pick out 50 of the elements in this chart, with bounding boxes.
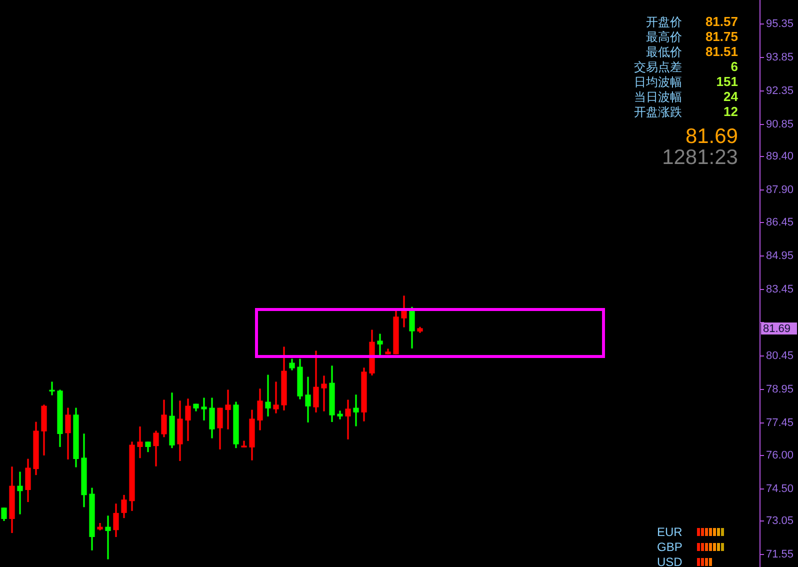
y-tick-label: 83.45 — [766, 283, 794, 296]
candlestick — [353, 394, 359, 426]
annotation: 24 — [724, 88, 738, 104]
annotation: 日均波幅 — [634, 74, 682, 88]
candlestick — [225, 390, 231, 430]
candlestick — [345, 400, 351, 440]
candlestick — [273, 382, 279, 414]
annotation: 12 — [724, 104, 738, 118]
candlestick — [137, 426, 143, 458]
candlestick — [377, 334, 383, 356]
y-tick-label: 84.95 — [766, 250, 794, 262]
annotation: 81.51 — [705, 44, 738, 58]
y-tick-label: 76.00 — [766, 449, 794, 462]
y-tick-label: 78.95 — [766, 384, 794, 396]
annotation: 开盘价 — [646, 14, 682, 28]
y-tick-label: 86.45 — [766, 216, 794, 228]
annotation: 6 — [730, 58, 738, 74]
y-tick-label: 93.85 — [766, 52, 794, 64]
annotation: 81.75 — [705, 28, 738, 44]
y-tick-label: 89.40 — [766, 150, 794, 163]
annotation: 1281:23 — [662, 146, 738, 169]
annotation: EUR — [657, 524, 682, 538]
candlestick — [241, 440, 247, 448]
candlestick — [105, 516, 111, 560]
annotation: 交易点差 — [634, 60, 682, 74]
y-tick-label: 92.35 — [766, 84, 794, 97]
y-tick-label: 87.90 — [766, 184, 794, 196]
candlestick — [265, 374, 271, 416]
annotation: 最高价 — [646, 30, 682, 44]
candlestick — [17, 472, 23, 514]
candlestick — [49, 382, 55, 396]
y-tick-label: 80.45 — [766, 350, 794, 362]
text: 81.69 — [763, 323, 791, 336]
annotation: 当日波幅 — [634, 90, 682, 104]
y-tick-label: 71.55 — [766, 548, 794, 561]
candlestick — [321, 376, 327, 412]
annotation: USD — [657, 554, 682, 567]
y-tick-label: 95.35 — [766, 18, 794, 30]
y-tick-label: 77.45 — [766, 417, 794, 430]
annotation: 开盘涨跌 — [634, 104, 682, 118]
candlestick — [201, 398, 207, 420]
y-tick-label: 90.85 — [766, 118, 794, 130]
annotation: GBP — [657, 540, 682, 554]
annotation: 81.69 — [685, 125, 738, 148]
annotation: 151 — [716, 74, 738, 88]
y-tick-label: 74.50 — [766, 482, 794, 495]
y-tick-label: 73.05 — [766, 515, 794, 528]
annotation: 最低价 — [646, 44, 682, 58]
candlestick — [337, 410, 343, 420]
annotation: 81.57 — [705, 14, 738, 28]
